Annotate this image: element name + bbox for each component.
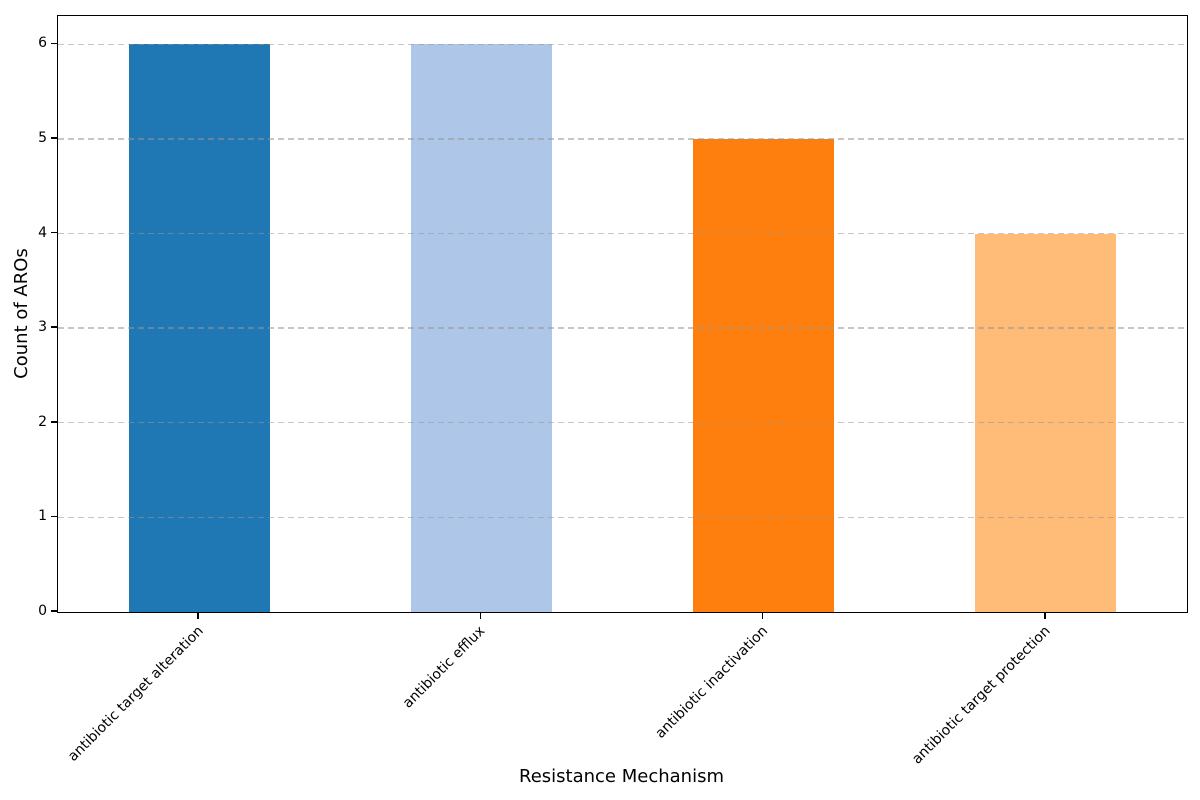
x-tick-label: antibiotic inactivation <box>652 623 771 742</box>
gridline-y-1 <box>58 516 1187 519</box>
y-tick-label: 2 <box>38 413 47 430</box>
y-tick-mark <box>51 421 57 423</box>
y-axis-label: Count of AROs <box>10 247 32 379</box>
y-tick-mark <box>51 326 57 328</box>
x-tick-label: antibiotic efflux <box>400 623 489 712</box>
gridline-y-6 <box>58 43 1187 46</box>
y-tick-label: 1 <box>38 508 47 525</box>
bar-antibiotic-inactivation <box>693 138 835 612</box>
x-tick-mark <box>479 612 482 619</box>
y-tick-label: 5 <box>38 129 47 146</box>
y-tick-mark <box>51 610 57 612</box>
gridline-y-2 <box>58 422 1187 424</box>
x-tick-label: antibiotic target protection <box>908 623 1054 768</box>
y-tick-label: 3 <box>38 319 47 336</box>
gridline-y-5 <box>58 138 1187 140</box>
x-axis-label: Resistance Mechanism <box>519 766 724 787</box>
y-tick-label: 0 <box>38 603 47 619</box>
y-tick-mark <box>51 515 57 518</box>
x-tick-mark <box>761 612 764 619</box>
y-tick-mark <box>51 42 57 45</box>
plot-area <box>57 15 1188 613</box>
x-tick-mark <box>1044 612 1046 619</box>
gridline-y-3 <box>58 327 1187 329</box>
y-tick-label: 6 <box>38 35 47 52</box>
x-tick-label: antibiotic target alteration <box>64 623 207 765</box>
y-tick-label: 4 <box>38 224 47 241</box>
y-tick-mark <box>51 231 57 234</box>
x-tick-mark <box>197 612 199 619</box>
gridline-y-4 <box>58 232 1187 235</box>
y-tick-mark <box>51 137 57 139</box>
